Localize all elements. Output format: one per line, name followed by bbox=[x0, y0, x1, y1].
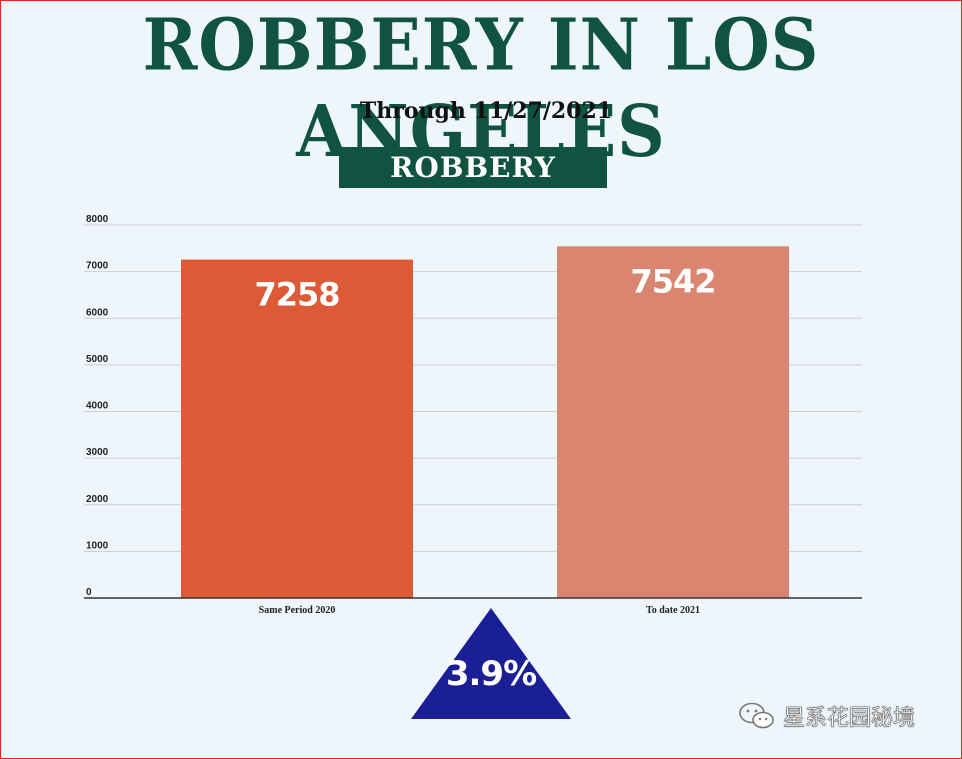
y-tick-label: 7000 bbox=[86, 261, 109, 272]
y-tick-label: 5000 bbox=[86, 354, 109, 365]
y-tick-label: 2000 bbox=[86, 494, 109, 505]
watermark-text: 星系花园秘境 bbox=[783, 706, 916, 732]
watermark: 星系花园秘境 bbox=[737, 700, 915, 732]
y-tick-label: 1000 bbox=[86, 540, 109, 551]
y-tick-label: 4000 bbox=[86, 401, 109, 412]
bar bbox=[181, 259, 413, 598]
page-subtitle: Through 11/27/2021 bbox=[359, 98, 613, 124]
chart-banner: ROBBERY bbox=[339, 147, 607, 188]
bar-value-label: 7258 bbox=[254, 276, 339, 314]
x-tick-label: Same Period 2020 bbox=[259, 605, 336, 616]
bar-value-label: 7542 bbox=[630, 262, 715, 300]
y-tick-label: 3000 bbox=[86, 447, 109, 458]
y-tick-label: 0 bbox=[86, 587, 92, 598]
x-tick-label: To date 2021 bbox=[646, 605, 700, 616]
change-label: 3.9% bbox=[445, 654, 537, 694]
y-tick-label: 6000 bbox=[86, 307, 109, 318]
wechat-icon bbox=[739, 702, 774, 729]
change-up-triangle bbox=[411, 608, 571, 719]
y-tick-label: 8000 bbox=[86, 214, 109, 225]
bar bbox=[557, 246, 789, 598]
